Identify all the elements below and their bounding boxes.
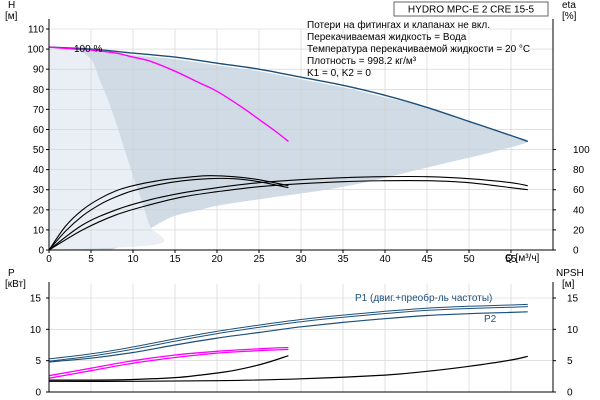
eta-tick-label: 40 [573,205,585,216]
efficiency-curve-double [48,175,528,251]
head-tick-label: 20 [33,205,45,216]
npsh-curve [48,355,528,382]
q-tick-label: 0 [46,254,52,265]
chart-title: HYDRO MPC-E 2 CRE 15-5 [408,5,535,16]
p2-curve [48,311,528,363]
npsh-tick-label: 5 [567,356,573,367]
note-line-2: Перекачиваемая жидкость = Вода [307,32,467,43]
p1-curve-inner [48,304,528,361]
npsh-tick-label: 15 [567,294,579,305]
note-line-5: K1 = 0, K2 = 0 [307,68,371,79]
eta-tick-label: 100 [573,145,590,156]
q-tick-label: 10 [127,254,139,265]
efficiency-curve-single [48,177,289,251]
efficiency-curve-single [48,175,289,251]
npsh-curve [48,355,289,381]
efficiency-curve-double [48,179,528,251]
head-tick-label: 30 [33,185,45,196]
head-axis-label: H [м] [5,0,18,22]
q-tick-label: 50 [463,254,475,265]
head-tick-label: 50 [33,145,45,156]
head-tick-label: 10 [33,225,45,236]
q-tick-label: 25 [253,254,265,265]
q-axis-label: Q [м³/ч] [505,253,540,264]
head-tick-label: 90 [33,65,45,76]
q-tick-label: 35 [337,254,349,265]
power-tick-label: 10 [30,325,42,336]
power-chart-series [48,303,528,382]
head-chart-series [48,46,529,251]
head-tick-label: 60 [33,125,45,136]
head-tick-label: 80 [33,85,45,96]
chart-title-box: HYDRO MPC-E 2 CRE 15-5 [393,1,549,17]
head-tick-label: 0 [38,246,44,257]
envelope-inner [49,47,165,250]
power-chart: 0 5 10 15 0 5 10 15 P [кВт] NPSH [м] P1 (двиг.+пр… [5,268,584,399]
q-tick-label: 40 [379,254,391,265]
note-line-4: Плотность = 998.2 кг/м³ [307,56,417,67]
head-tick-label: 40 [33,165,45,176]
head-tick-label: 100 [27,45,44,56]
q-tick-label: 30 [295,254,307,265]
npsh-tick-label: 0 [567,388,573,399]
eta-tick-label: 20 [573,225,585,236]
head-chart-axes: 0 10 20 30 40 50 60 70 80 90 100 110 0 20 40 60 80 100 0 5 1… [27,19,590,265]
q-tick-label: 20 [211,254,223,265]
power-curve-single [48,348,289,379]
operating-envelope [49,47,529,251]
note-line-1: Потери на фитингах и клапанах не вкл. [307,19,490,31]
head-tick-label: 70 [33,105,45,116]
q-tick-label: 55 [505,254,517,265]
eta-axis-label: eta [%] [562,0,577,22]
power-tick-label: 5 [35,356,41,367]
q-tick-label: 45 [421,254,433,265]
p2-series-label: P2 [484,314,497,325]
power-curve-single [48,346,289,377]
power-tick-label: 15 [30,294,42,305]
power-tick-label: 0 [35,388,41,399]
pump-head-curve-max [48,46,529,143]
annotation-100-percent: 100 % [74,44,102,55]
npsh-axis-label: NPSH [м] [556,268,584,290]
pump-head-curve-single [48,46,289,143]
p1-series-label: P1 (двиг.+преобр-ль частоты) [355,292,492,304]
power-chart-axes: 0 5 10 15 0 5 10 15 [30,282,579,399]
q-tick-label: 15 [169,254,181,265]
eta-tick-label: 80 [573,165,585,176]
notes-block: Потери на фитингах и клапанах не вкл. Пе… [307,19,530,79]
head-chart: 0 10 20 30 40 50 60 70 80 90 100 110 0 20 40 60 80 100 0 5 1… [5,0,590,265]
npsh-tick-label: 10 [567,325,579,336]
eta-tick-label: 0 [573,246,579,257]
head-tick-label: 110 [28,25,44,36]
power-axis-label: P [кВт] [5,268,26,290]
note-line-3: Температура перекачиваемой жидкости = 20… [307,44,530,55]
q-tick-label: 5 [88,254,94,265]
eta-tick-label: 60 [573,185,585,196]
